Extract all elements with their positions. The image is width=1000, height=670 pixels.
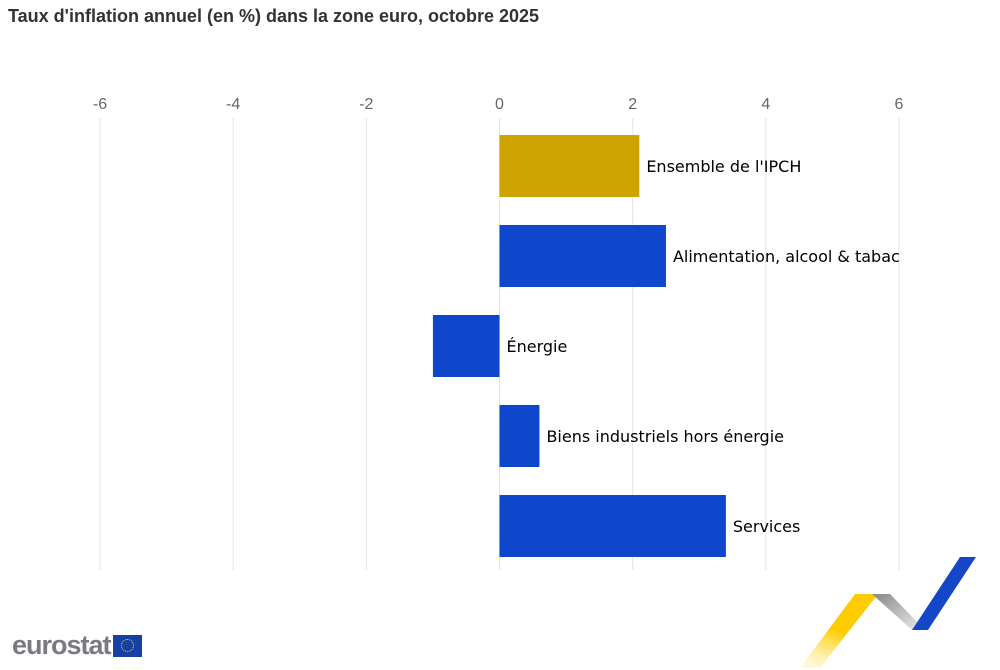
bar[interactable] xyxy=(499,495,726,557)
bar[interactable] xyxy=(499,225,666,287)
eu-flag-icon xyxy=(112,634,142,657)
bar[interactable] xyxy=(499,405,540,467)
x-tick-label: -2 xyxy=(359,96,373,113)
chart-title: Taux d'inflation annuel (en %) dans la z… xyxy=(8,6,540,26)
x-tick-label: 4 xyxy=(761,96,770,113)
bar-category-label: Biens industriels hors énergie xyxy=(546,427,784,446)
bar-category-label: Énergie xyxy=(507,337,568,356)
bar-category-label: Alimentation, alcool & tabac xyxy=(673,247,900,266)
eurostat-logo: eurostat xyxy=(12,630,142,661)
bar[interactable] xyxy=(499,135,640,197)
bar[interactable] xyxy=(432,315,500,377)
x-tick-label: -4 xyxy=(226,96,240,113)
x-tick-label: 0 xyxy=(495,96,504,113)
x-tick-label: 2 xyxy=(628,96,637,113)
eurostat-ribbon-decoration xyxy=(800,557,976,668)
x-tick-label: 6 xyxy=(895,96,904,113)
x-tick-label: -6 xyxy=(93,96,107,113)
bar-category-label: Ensemble de l'IPCH xyxy=(646,157,801,176)
eurostat-logo-text: eurostat xyxy=(12,630,112,660)
bar-category-label: Services xyxy=(733,517,800,536)
